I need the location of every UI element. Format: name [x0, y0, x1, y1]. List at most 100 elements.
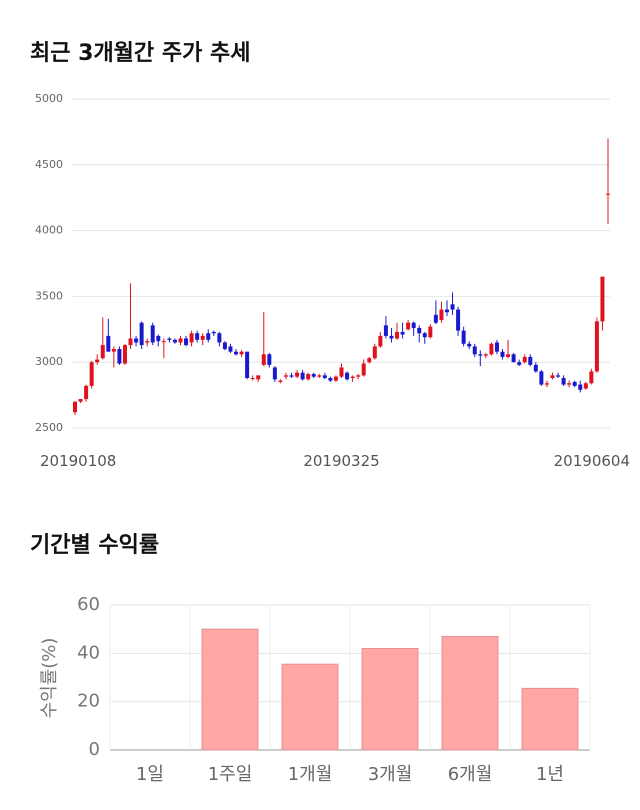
- candle-body: [95, 359, 100, 363]
- candle-body: [428, 326, 433, 338]
- x-tick-label: 3개월: [368, 764, 413, 785]
- candle-body: [100, 345, 105, 359]
- bar: [281, 663, 339, 751]
- x-tick-label: 20190108: [40, 452, 116, 470]
- candle-body: [550, 375, 555, 378]
- candle-body: [567, 383, 572, 385]
- candle-body: [322, 375, 327, 378]
- candle-body: [467, 343, 472, 347]
- candle-body: [317, 375, 322, 377]
- chart-title: 최근 3개월간 주가 추세: [30, 41, 250, 66]
- x-tick-label: 20190604: [554, 452, 630, 470]
- y-tick-label: 20: [77, 691, 100, 712]
- candle-body: [122, 345, 127, 364]
- candle-body: [239, 351, 244, 355]
- candle-body: [378, 335, 383, 347]
- candle-body: [333, 376, 338, 381]
- y-tick-label: 40: [77, 642, 100, 663]
- candle-body: [483, 354, 488, 356]
- y-tick-label: 0: [89, 739, 100, 760]
- candle-body: [78, 399, 83, 402]
- candle-body: [250, 377, 255, 379]
- candle-body: [361, 363, 366, 376]
- candle-body: [172, 339, 177, 343]
- x-tick-label: 6개월: [448, 764, 493, 785]
- candle-body: [367, 358, 372, 363]
- candle-body: [178, 338, 183, 343]
- candle-body: [328, 377, 333, 381]
- y-tick-label: 4500: [35, 158, 63, 171]
- candle-body: [383, 325, 388, 336]
- candle-body: [544, 383, 549, 385]
- bar: [361, 648, 419, 751]
- candle-body: [145, 341, 150, 343]
- y-tick-label: 60: [77, 594, 100, 615]
- candle-body: [517, 362, 522, 365]
- candle-body: [606, 193, 610, 195]
- candle-body: [134, 338, 139, 343]
- candle-body: [494, 342, 499, 352]
- candle-body: [161, 341, 166, 343]
- candle-body: [189, 333, 194, 343]
- candle-body: [522, 356, 527, 363]
- candle-body: [111, 349, 116, 352]
- candle-body: [245, 351, 250, 378]
- candle-body: [472, 346, 477, 355]
- candle-body: [594, 321, 599, 372]
- candle-body: [311, 374, 316, 377]
- candle-body: [350, 376, 355, 378]
- candle-body: [106, 335, 111, 352]
- candle-body: [217, 333, 222, 343]
- candle-body: [267, 354, 272, 365]
- y-tick-label: 5000: [35, 92, 63, 105]
- candle-body: [261, 354, 266, 365]
- candle-body: [117, 349, 122, 364]
- candle-body: [283, 375, 288, 377]
- candle-body: [206, 333, 211, 340]
- candle-body: [461, 330, 466, 344]
- candle-body: [339, 367, 344, 377]
- candle-body: [256, 375, 261, 380]
- x-tick-label: 1개월: [288, 764, 333, 785]
- candle-body: [589, 371, 594, 384]
- bar: [201, 628, 259, 751]
- candle-body: [306, 374, 311, 380]
- candle-body: [184, 338, 189, 346]
- candle-body: [372, 346, 377, 359]
- candle-body: [278, 380, 283, 382]
- candle-body: [456, 309, 461, 331]
- candle-body: [73, 401, 77, 413]
- candle-body: [139, 322, 144, 346]
- y-tick-label: 2500: [35, 421, 63, 434]
- candle-body: [444, 309, 449, 313]
- candle-body: [433, 314, 438, 323]
- candle-body: [295, 372, 300, 377]
- candle-body: [411, 322, 416, 328]
- candle-body: [478, 354, 483, 356]
- candle-body: [406, 322, 411, 330]
- candle-body: [222, 342, 227, 350]
- candle-body: [417, 327, 422, 334]
- candle-body: [167, 338, 172, 340]
- candle-body: [195, 333, 200, 340]
- candle-body: [300, 372, 305, 380]
- candle-body: [400, 331, 405, 335]
- candle-body: [450, 304, 455, 310]
- candle-body: [128, 338, 133, 346]
- candle-body: [211, 331, 216, 334]
- candle-body: [506, 354, 511, 357]
- candle-body: [200, 335, 205, 340]
- candle-body: [439, 309, 444, 321]
- y-tick-label: 3000: [35, 355, 63, 368]
- candle-body: [511, 354, 516, 363]
- candle-body: [389, 335, 394, 339]
- candle-body: [395, 331, 400, 339]
- bar: [521, 687, 579, 751]
- y-tick-label: 4000: [35, 224, 63, 237]
- candle-body: [89, 362, 94, 386]
- candle-body: [600, 276, 605, 322]
- candle-body: [150, 325, 155, 343]
- candle-body: [234, 351, 239, 355]
- candle-body: [422, 333, 427, 338]
- bar: [441, 635, 499, 751]
